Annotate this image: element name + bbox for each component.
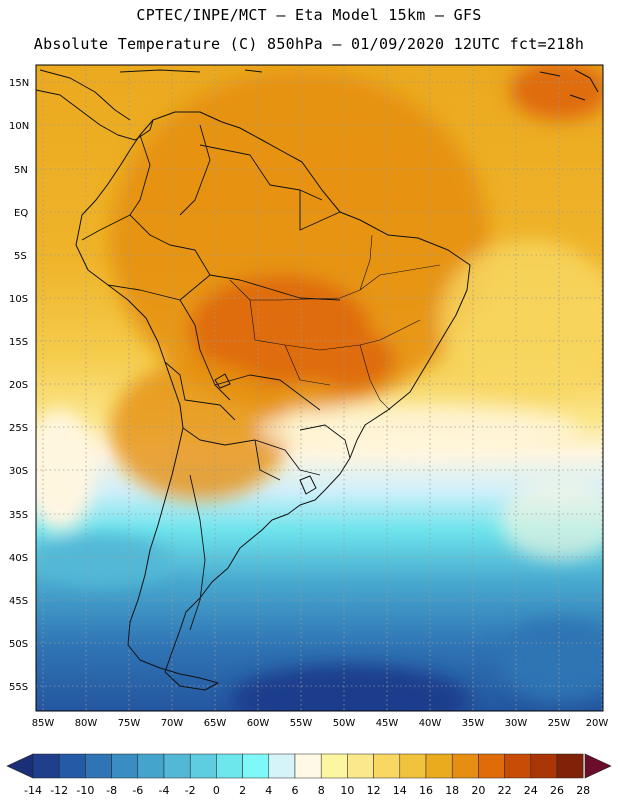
colorbar-label: -2	[185, 784, 196, 797]
plot-frame	[35, 64, 604, 712]
colorbar-swatch	[216, 753, 243, 779]
colorbar-swatch	[58, 753, 86, 779]
temperature-field	[36, 65, 603, 711]
lon-label-35w: 35W	[462, 718, 485, 729]
lat-label-15s: 15S	[9, 337, 28, 348]
colorbar-label: -14	[24, 784, 42, 797]
lon-label-60w: 60W	[247, 718, 270, 729]
colorbar-label: -10	[76, 784, 94, 797]
lat-label-40s: 40S	[9, 553, 28, 564]
colorbar-label: -6	[132, 784, 143, 797]
colorbar-high-arrow	[584, 753, 612, 779]
colorbar-swatch	[373, 753, 401, 779]
colorbar-swatch	[504, 753, 532, 779]
brazil-state-borders	[229, 234, 441, 411]
lon-label-40w: 40W	[419, 718, 442, 729]
colorbar-label: 4	[265, 784, 272, 797]
country-borders	[81, 124, 351, 631]
latitude-labels: 15N 10N 5N EQ 5S 10S 15S 20S 25S 30S 35S…	[9, 78, 29, 693]
colorbar-swatch	[320, 753, 348, 779]
colorbar-swatch	[189, 753, 217, 779]
lat-label-55s: 55S	[9, 682, 28, 693]
lat-label-10s: 10S	[9, 294, 28, 305]
lat-label-50s: 50S	[9, 639, 28, 650]
lon-label-85w: 85W	[32, 718, 55, 729]
colorbar-label: 10	[340, 784, 354, 797]
colorbar-label: 0	[213, 784, 220, 797]
colorbar-swatch	[399, 753, 427, 779]
colorbar-label: 24	[524, 784, 538, 797]
gridlines	[36, 65, 603, 711]
lat-label-15n: 15N	[9, 78, 29, 89]
longitude-labels: 85W 80W 75W 70W 65W 60W 55W 50W 45W 40W …	[32, 718, 609, 729]
colorbar-label: 6	[292, 784, 299, 797]
lon-label-70w: 70W	[161, 718, 184, 729]
colorbar-label: 8	[318, 784, 325, 797]
colorbar-swatch	[32, 753, 60, 779]
colorbar-swatch	[425, 753, 453, 779]
colorbar-swatch	[111, 753, 139, 779]
lon-label-75w: 75W	[118, 718, 141, 729]
lon-label-25w: 25W	[548, 718, 571, 729]
map-subtitle: Absolute Temperature (C) 850hPa – 01/09/…	[33, 35, 585, 53]
lon-label-80w: 80W	[75, 718, 98, 729]
colorbar-label: 26	[550, 784, 564, 797]
colorbar-label: -12	[50, 784, 68, 797]
lat-label-25s: 25S	[9, 423, 28, 434]
colorbar-swatch	[268, 753, 296, 779]
lakes	[214, 373, 317, 495]
colorbar-label: 20	[471, 784, 485, 797]
colorbar-label: -8	[106, 784, 117, 797]
colorbar-swatch	[556, 753, 584, 779]
lon-label-65w: 65W	[204, 718, 227, 729]
colorbar-swatch	[85, 753, 112, 779]
colorbar-swatch	[137, 753, 165, 779]
colorbar-swatch	[451, 753, 479, 779]
colorbar-label: 14	[393, 784, 407, 797]
caribbean-islands	[119, 69, 599, 101]
lat-label-45s: 45S	[9, 596, 28, 607]
colorbar-swatch	[294, 753, 322, 779]
lon-label-55w: 55W	[290, 718, 313, 729]
central-america-coastline	[36, 69, 154, 141]
lon-label-20w: 20W	[586, 718, 609, 729]
colorbar-swatch	[347, 753, 374, 779]
lat-label-5s: 5S	[14, 251, 27, 262]
lat-label-5n: 5N	[14, 165, 28, 176]
lon-label-30w: 30W	[505, 718, 528, 729]
lat-label-30s: 30S	[9, 466, 28, 477]
lat-label-10n: 10N	[9, 121, 29, 132]
colorbar: -14 -12 -10 -8 -6 -4 -2 0 2 4 6 8 10 12 14 16 18 20 22 24 26…	[6, 753, 612, 797]
colorbar-label: -4	[159, 784, 170, 797]
colorbar-label: 28	[576, 784, 590, 797]
colorbar-low-arrow	[6, 753, 34, 779]
map-title: CPTEC/INPE/MCT – Eta Model 15km – GFS	[136, 6, 482, 24]
lat-label-eq: EQ	[14, 208, 28, 219]
south-america-coastline	[75, 111, 471, 691]
lat-label-20s: 20S	[9, 380, 28, 391]
colorbar-swatch	[242, 753, 270, 779]
colorbar-label: 12	[367, 784, 381, 797]
lon-label-45w: 45W	[376, 718, 399, 729]
colorbar-label: 18	[445, 784, 459, 797]
colorbar-swatch	[530, 753, 558, 779]
lon-label-50w: 50W	[333, 718, 356, 729]
colorbar-swatch	[478, 753, 505, 779]
colorbar-swatch	[163, 753, 191, 779]
colorbar-label: 16	[419, 784, 433, 797]
lat-label-35s: 35S	[9, 510, 28, 521]
colorbar-label: 2	[239, 784, 246, 797]
colorbar-label: 22	[498, 784, 512, 797]
